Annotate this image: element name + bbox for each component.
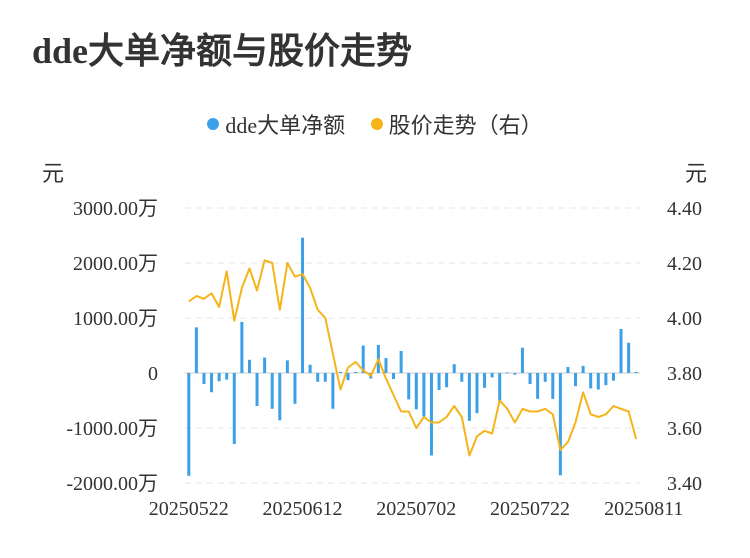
y-left-tick-label: -1000.00万	[66, 418, 158, 440]
y-right-unit: 元	[685, 161, 708, 186]
y-right-tick-label: 4.40	[667, 198, 702, 220]
dde-bar	[520, 347, 524, 373]
grid-lines	[185, 207, 640, 484]
dde-bar	[513, 373, 517, 375]
dde-bars	[187, 237, 638, 476]
dde-bar	[422, 373, 426, 417]
dde-bar	[346, 373, 350, 381]
y-left-tick-label: -2000.00万	[66, 473, 158, 495]
dde-bar	[611, 373, 615, 381]
dde-bar	[581, 365, 585, 373]
y-left-tick-label: 3000.00万	[73, 198, 158, 220]
legend-item-dde[interactable]: dde大单净额	[207, 108, 345, 140]
dde-bar	[452, 364, 456, 373]
dde-bar	[467, 373, 471, 421]
dde-bar	[232, 373, 236, 444]
dde-bar	[490, 373, 494, 378]
dde-bar	[316, 373, 320, 382]
dde-bar	[574, 373, 578, 387]
dde-bar	[566, 366, 570, 373]
x-tick-label: 20250522	[149, 498, 229, 520]
dde-bar	[392, 373, 396, 380]
y-right-tick-label: 4.20	[667, 253, 702, 275]
dde-bar	[627, 342, 631, 373]
y-right-tick-labels: 4.40 4.20 4.00 3.80 3.60 3.40	[667, 198, 702, 495]
price-line-group	[188, 259, 638, 457]
dde-bar	[323, 373, 327, 382]
dde-bar	[202, 373, 206, 384]
legend-dot-price	[370, 118, 383, 130]
dde-bar	[589, 373, 593, 389]
dde-bar	[354, 371, 358, 373]
dde-bar	[301, 237, 305, 373]
x-tick-labels: 20250522 20250612 20250702 20250722 20250811	[149, 498, 684, 520]
dde-bar	[263, 357, 267, 373]
x-tick-label: 20250612	[263, 498, 343, 520]
y-left-unit: 元	[42, 161, 65, 186]
dde-bar	[285, 360, 289, 373]
legend-item-price[interactable]: 股价走势（右）	[370, 108, 543, 140]
y-left-tick-label: 2000.00万	[73, 253, 158, 275]
dde-bar	[634, 371, 638, 373]
dde-bar	[338, 371, 342, 373]
dde-bar	[399, 351, 403, 373]
chart-legend: dde大单净额 股价走势（右）	[0, 108, 750, 140]
dde-bar	[543, 373, 547, 382]
dde-bar	[498, 373, 502, 402]
dde-bar	[429, 373, 433, 456]
dde-bar	[528, 373, 532, 384]
dde-bar	[217, 373, 221, 382]
dde-bar	[225, 373, 229, 380]
dde-bar	[604, 373, 608, 386]
y-left-tick-label: 0	[148, 363, 158, 385]
dde-bar	[558, 373, 562, 476]
dde-bar	[361, 345, 365, 373]
dde-bar	[331, 373, 335, 409]
dde-bar	[619, 329, 623, 373]
dde-bar	[194, 327, 198, 373]
dde-bar	[536, 373, 540, 399]
legend-dot-dde	[207, 118, 220, 130]
dde-bar	[460, 373, 464, 382]
dde-bar	[210, 373, 214, 393]
dde-bar	[407, 373, 411, 400]
y-right-tick-label: 4.00	[667, 308, 702, 330]
x-tick-label: 20250722	[490, 498, 570, 520]
chart-title: dde大单净额与股价走势	[32, 31, 413, 71]
dde-bar	[255, 373, 259, 406]
dde-bar	[308, 364, 312, 373]
dde-bar	[293, 373, 297, 404]
dde-bar	[596, 373, 600, 390]
dde-bar	[384, 358, 388, 373]
y-right-tick-label: 3.60	[667, 418, 702, 440]
dde-bar	[247, 359, 251, 373]
dde-bar	[437, 373, 441, 391]
dde-bar	[505, 372, 509, 374]
x-tick-label: 20250702	[376, 498, 456, 520]
price-line	[188, 259, 638, 457]
x-tick-label: 20250811	[604, 498, 683, 520]
dde-bar	[445, 373, 449, 388]
dde-bar	[475, 373, 479, 414]
dde-bar	[270, 373, 274, 409]
dde-bar	[240, 321, 244, 373]
dde-bar	[278, 373, 282, 421]
legend-label-price: 股价走势（右）	[388, 113, 543, 138]
y-left-tick-label: 1000.00万	[73, 308, 158, 330]
dde-bar	[483, 373, 487, 388]
y-right-tick-label: 3.40	[667, 473, 702, 495]
dde-bar	[551, 373, 555, 399]
dde-bar	[187, 373, 191, 476]
y-left-tick-labels: 3000.00万 2000.00万 1000.00万 0 -1000.00万 -2000.…	[66, 198, 158, 495]
y-right-tick-label: 3.80	[667, 363, 702, 385]
legend-label-dde: dde大单净额	[225, 113, 346, 138]
dde-bar	[414, 373, 418, 410]
